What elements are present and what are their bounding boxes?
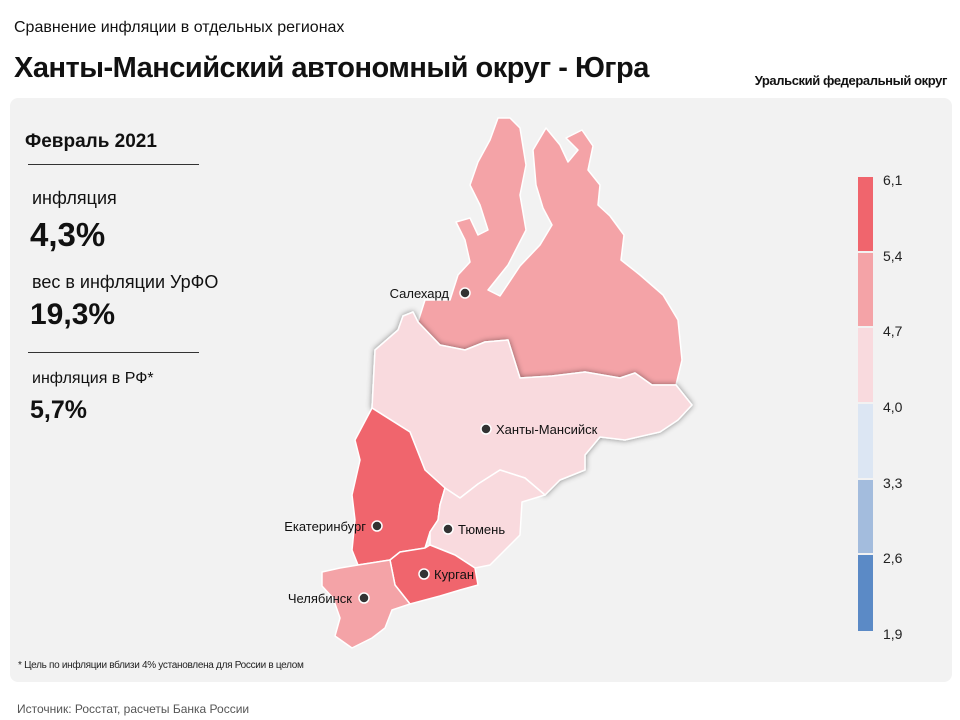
period-label: Февраль 2021 xyxy=(25,131,157,152)
chart-subtitle: Сравнение инфляции в отдельных регионах xyxy=(14,19,345,36)
weight-label: вес в инфляции УрФО xyxy=(32,272,219,292)
city-dot-chelyabinsk xyxy=(358,592,370,604)
legend-tick-label: 3,3 xyxy=(883,474,903,491)
federal-district-label: Уральский федеральный округ xyxy=(754,73,948,88)
city-label-salekhard: Салехард xyxy=(390,286,450,301)
city-dot-yekaterinburg xyxy=(371,520,383,532)
city-label-kurgan: Курган xyxy=(434,567,474,582)
rf-inflation-value: 5,7% xyxy=(30,396,87,424)
city-label-chelyabinsk: Челябинск xyxy=(288,591,352,606)
city-label-khanty-mansiysk: Ханты-Мансийск xyxy=(496,422,598,437)
divider-top xyxy=(28,164,199,165)
page-title: Ханты-Мансийский автономный округ - Югра xyxy=(14,52,649,84)
city-label-tyumen: Тюмень xyxy=(458,522,505,537)
legend-segment xyxy=(858,555,873,631)
legend-segment xyxy=(858,177,873,251)
city-dot-khanty-mansiysk xyxy=(480,423,492,435)
legend-tick-label: 2,6 xyxy=(883,550,903,567)
legend-tick-label: 4,0 xyxy=(883,399,903,415)
legend-tick-label: 5,4 xyxy=(883,247,903,264)
color-scale-legend xyxy=(858,177,873,631)
weight-value: 19,3% xyxy=(30,298,116,331)
inflation-label: инфляция xyxy=(32,188,117,208)
city-dot-tyumen xyxy=(442,523,454,535)
source-note: Источник: Росстат, расчеты Банка России xyxy=(17,702,250,716)
city-dot-salekhard xyxy=(459,287,471,299)
legend-tick-label: 4,7 xyxy=(883,323,903,340)
legend-tick-label: 6,1 xyxy=(883,172,903,188)
rf-inflation-label: инфляция в РФ* xyxy=(32,370,154,387)
legend-segment xyxy=(858,404,873,478)
city-dot-kurgan xyxy=(418,568,430,580)
footnote: * Цель по инфляции вблизи 4% установлена… xyxy=(18,660,304,671)
region-yamal[interactable] xyxy=(417,117,683,386)
region-tyumen[interactable] xyxy=(429,469,546,569)
region-chelyabinsk[interactable] xyxy=(321,559,411,649)
legend-segment xyxy=(858,479,873,554)
legend-segment xyxy=(858,328,873,402)
inflation-value: 4,3% xyxy=(30,216,106,253)
divider-bottom xyxy=(28,352,199,353)
legend-segment xyxy=(858,252,873,327)
legend-tick-label: 1,9 xyxy=(883,626,903,642)
city-label-yekaterinburg: Екатеринбург xyxy=(284,519,366,534)
